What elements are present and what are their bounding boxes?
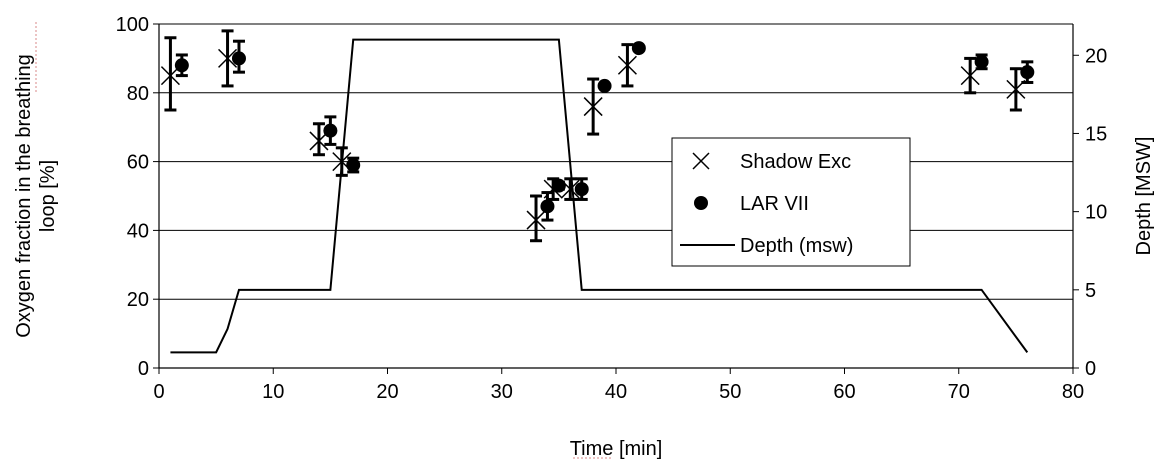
- lar-vii-point-8: [631, 41, 646, 56]
- y-axis-title-line-2: loop [%]: [37, 160, 59, 232]
- shadow-exc-point-4-stroke-b: [526, 210, 546, 230]
- y-tick-label-0: 0: [138, 358, 149, 380]
- shadow-exc-point-1-stroke-b: [218, 48, 238, 68]
- x-tick-label-40: 40: [605, 381, 627, 403]
- legend-label-depth: Depth (msw): [740, 235, 853, 257]
- x-tick-label-30: 30: [491, 381, 513, 403]
- shadow-exc-point-8: [617, 55, 637, 75]
- shadow-exc-point-3-stroke-b: [332, 152, 352, 172]
- shadow-exc-point-9: [960, 66, 980, 86]
- y-tick-label-100: 100: [116, 14, 149, 36]
- y-tick-label-20: 20: [127, 289, 149, 311]
- legend-marker-lar-vii: [694, 196, 708, 210]
- x-tick-label-60: 60: [833, 381, 855, 403]
- lar-vii-point-9: [974, 54, 989, 69]
- shadow-exc-point-8-stroke-b: [617, 55, 637, 75]
- y2-tick-label-10: 10: [1085, 202, 1107, 224]
- x-tick-label-10: 10: [262, 381, 284, 403]
- lar-vii-point-2: [323, 123, 338, 138]
- y-axis-title: Oxygen fraction in the breathing loop [%…: [13, 54, 59, 338]
- y2-tick-label-15: 15: [1085, 123, 1107, 145]
- legend-marker-shadow-exc: [692, 152, 710, 170]
- y2-tick-label-20: 20: [1085, 45, 1107, 67]
- legend-label-shadow-exc: Shadow Exc: [740, 151, 851, 173]
- legend: Shadow Exc LAR VII Depth (msw): [671, 137, 911, 267]
- lar-vii-point-0: [174, 58, 189, 73]
- lar-vii-point-1: [231, 51, 246, 66]
- x-tick-label-0: 0: [153, 381, 164, 403]
- y-tick-label-80: 80: [127, 83, 149, 105]
- shadow-exc-point-7: [583, 97, 603, 117]
- shadow-exc-point-1: [218, 48, 238, 68]
- axes: [158, 24, 1074, 369]
- shadow-exc-point-10-stroke-b: [1006, 79, 1026, 99]
- shadow-exc-point-7-stroke-b: [583, 97, 603, 117]
- x-tick-label-20: 20: [376, 381, 398, 403]
- y2-tick-label-5: 5: [1085, 280, 1096, 302]
- shadow-exc-point-9-stroke-b: [960, 66, 980, 86]
- lar-vii-point-5: [551, 178, 566, 193]
- lar-vii-point-6: [574, 182, 589, 197]
- shadow-exc-point-10: [1006, 79, 1026, 99]
- shadow-exc-point-4: [526, 210, 546, 230]
- y2-axis-title: Depth [MSW]: [1133, 137, 1155, 256]
- gridlines: [159, 23, 1073, 300]
- x-tick-label-80: 80: [1062, 381, 1084, 403]
- x-tick-label-70: 70: [948, 381, 970, 403]
- shadow-exc-point-6-stroke-b: [560, 179, 580, 199]
- lar-vii-point-4: [540, 199, 555, 214]
- y-tick-label-40: 40: [127, 220, 149, 242]
- markers: [160, 41, 1035, 230]
- x-axis-title: Time [min]: [570, 438, 663, 460]
- y-tick-label-60: 60: [127, 152, 149, 174]
- legend-label-lar-vii: LAR VII: [740, 193, 809, 215]
- lar-vii-point-3: [346, 158, 361, 173]
- lar-vii-point-7: [597, 78, 612, 93]
- lar-vii-point-10: [1020, 65, 1035, 80]
- y2-tick-label-0: 0: [1085, 358, 1096, 380]
- x-tick-label-50: 50: [719, 381, 741, 403]
- y-axis-title-line-1: Oxygen fraction in the breathing: [13, 54, 35, 338]
